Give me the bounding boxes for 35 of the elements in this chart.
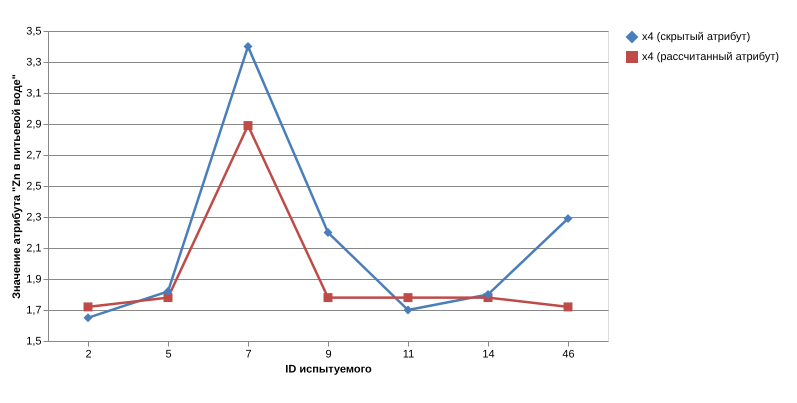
x-tick-label: 9: [325, 348, 332, 360]
y-tick-label: 2,3: [26, 212, 42, 224]
point: [164, 293, 172, 302]
x-tick-label: 5: [165, 348, 172, 360]
y-tick-label: 3,5: [26, 26, 42, 38]
x-tick-label: 46: [562, 348, 575, 360]
x-tick-label: 2: [85, 348, 92, 360]
point: [404, 306, 412, 314]
y-tick-label: 2,5: [26, 180, 42, 192]
y-tick-label: 3,3: [26, 56, 42, 68]
point: [244, 42, 252, 51]
y-tick-label: 2,7: [26, 150, 42, 162]
point: [564, 302, 572, 312]
y-tick-label: 1,5: [26, 336, 42, 348]
point: [324, 293, 332, 302]
point: [84, 302, 92, 312]
point: [84, 313, 92, 322]
point: [164, 286, 172, 296]
x-tick-label: 7: [245, 348, 252, 360]
point: [404, 293, 412, 302]
x-tick-label: 14: [482, 348, 495, 360]
y-tick-label: 2,9: [26, 118, 42, 130]
point: [244, 121, 252, 130]
legend-label: x4 (скрытый атрибут): [642, 31, 750, 43]
y-tick-label: 1,7: [26, 304, 42, 316]
point: [564, 214, 572, 224]
x-axis-title: ID испытуемого: [285, 364, 372, 376]
point: [324, 228, 332, 237]
y-tick-label: 3,1: [26, 88, 42, 100]
legend-label: x4 (рассчитанный атрибут): [642, 51, 780, 63]
x-tick-label: 11: [402, 348, 414, 360]
y-tick-label: 2,1: [26, 242, 42, 254]
point: [484, 290, 492, 299]
y-axis-title: Значение атрибута "Zn в питьевой воде": [11, 74, 24, 299]
y-tick-label: 1,9: [26, 274, 42, 286]
